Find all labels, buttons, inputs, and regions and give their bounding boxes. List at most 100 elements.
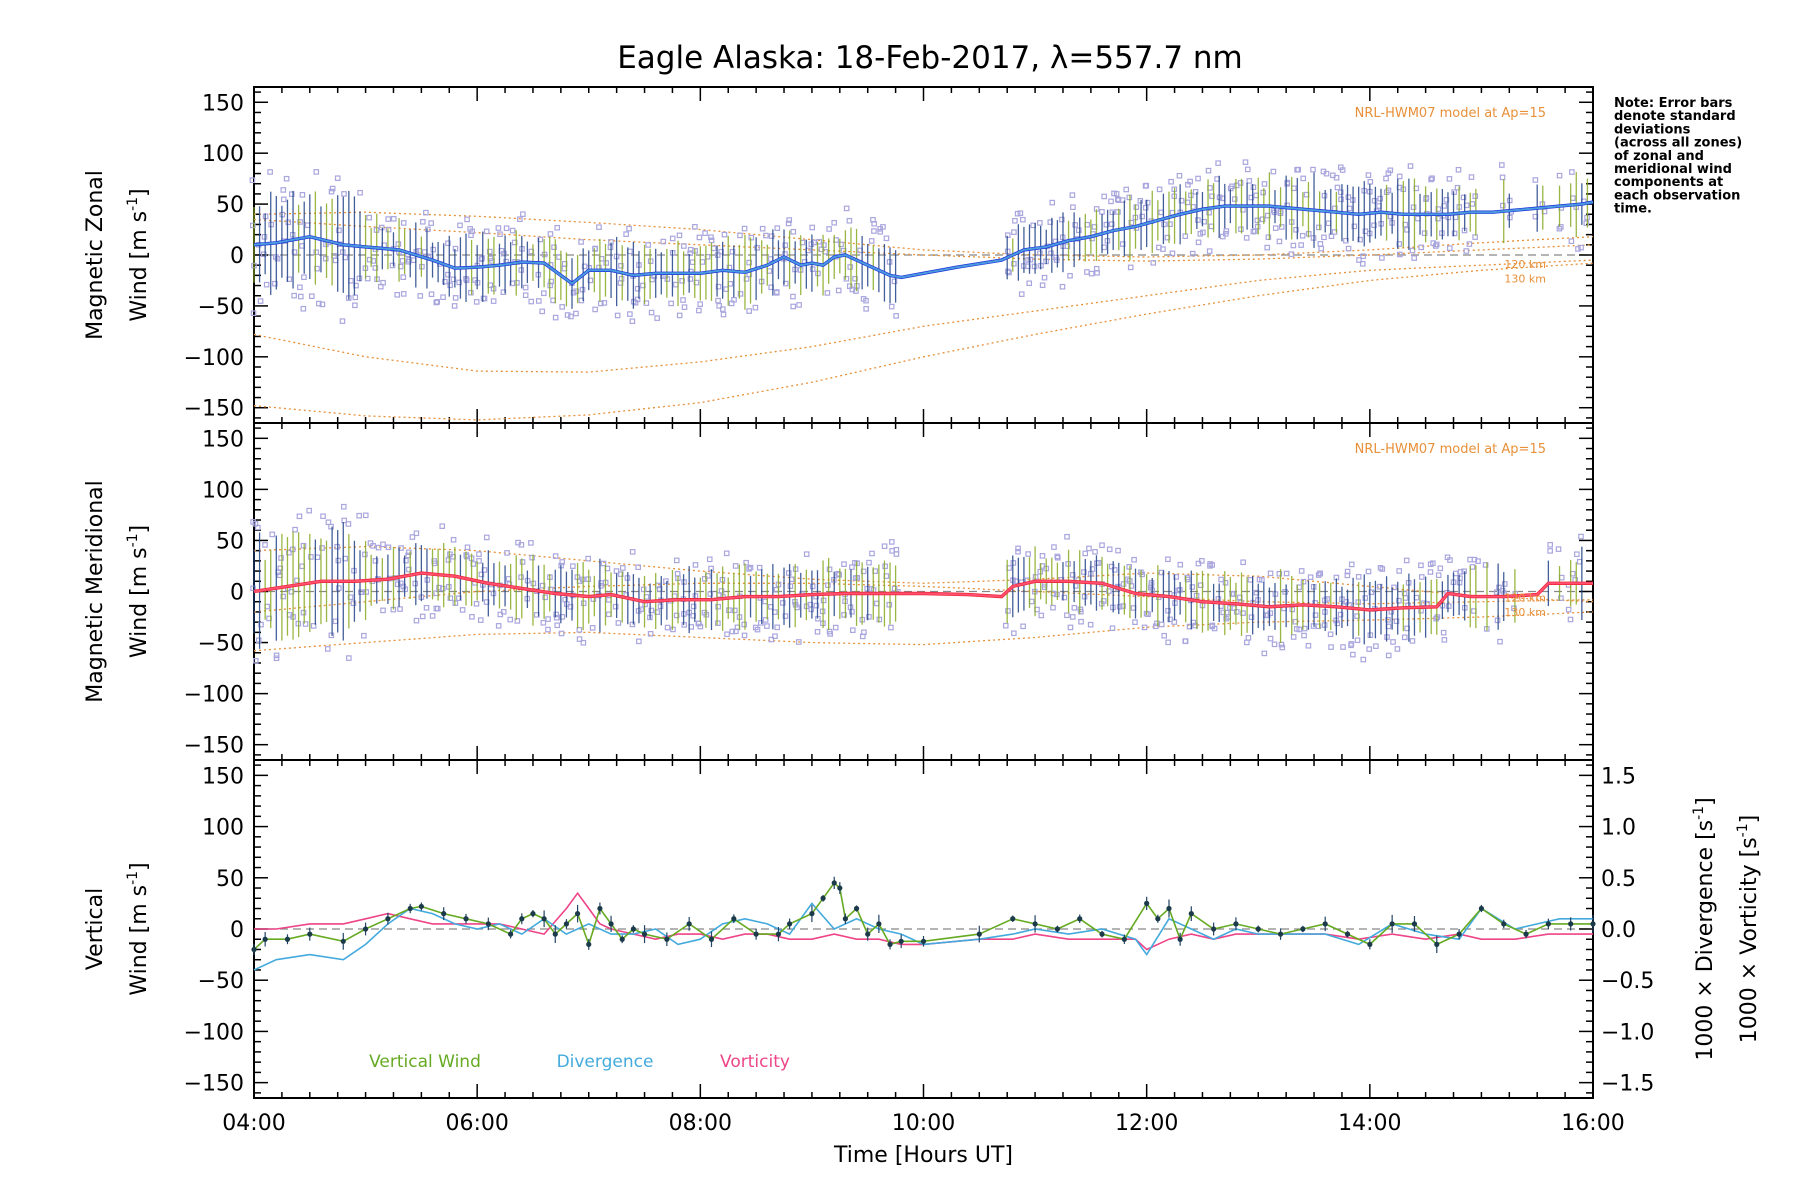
scatter-point [528,540,534,546]
scatter-point [1067,272,1073,279]
scatter-point [1569,169,1575,175]
vertical-wind-point [519,916,525,922]
scatter-point [1300,175,1307,182]
scatter-point [328,523,334,530]
scatter-point [1165,639,1171,646]
scatter-point [1059,283,1066,290]
scatter-point [846,217,853,224]
scatter-point [1015,548,1021,555]
scatter-point [715,603,721,610]
vertical-wind-point [552,931,558,937]
scatter-point [447,282,453,289]
scatter-point [1328,644,1334,650]
scatter-point [1037,220,1043,226]
y-tick-label: 150 [202,91,244,116]
scatter-point [1276,570,1283,577]
y-tick-label: 50 [216,867,244,892]
y-tick-label: 0 [230,581,244,606]
scatter-point [1383,175,1389,182]
scatter-point [1418,574,1425,580]
scatter-point [452,295,459,301]
scatter-point [1259,216,1266,223]
scatter-point [1064,533,1070,540]
scatter-point [283,175,290,182]
scatter-point [324,646,331,652]
scatter-point [1242,159,1249,165]
scatter-point [551,244,557,251]
scatter-point [612,603,619,610]
scatter-point [367,540,374,546]
scatter-point [737,291,744,297]
scatter-point [763,232,769,239]
scatter-point [860,568,867,575]
scatter-point [1323,170,1330,177]
scatter-point [1086,545,1092,552]
scatter-point [1178,197,1185,204]
note-line: each observation [1614,188,1740,203]
vertical-wind-point [340,938,346,944]
scatter-point [636,638,642,645]
scatter-point [339,318,346,324]
scatter-point [456,279,463,286]
scatter-point [1158,209,1164,216]
scatter-point [1334,184,1341,191]
note-line: meridional wind [1614,162,1732,177]
scatter-point [1215,160,1221,166]
scatter-point [1421,230,1428,236]
vertical-wind-point [1456,931,1462,937]
scatter-point [1176,172,1183,179]
scatter-point [1026,280,1033,287]
scatter-point [299,243,305,249]
scatter-point [267,169,273,175]
scatter-point [1441,637,1448,643]
scatter-point [676,312,683,319]
scatter-point [893,313,899,319]
scatter-point [1440,629,1447,636]
scatter-point [690,612,697,619]
scatter-point [567,603,574,610]
vertical-wind-point [976,931,982,937]
scatter-point [518,574,524,580]
y-axis-title: Vertical [83,888,108,970]
scatter-point [1418,562,1424,569]
scatter-point [790,303,797,310]
scatter-point [1145,611,1151,618]
scatter-point [718,248,724,255]
scatter-point [301,274,307,281]
scatter-point [821,242,827,248]
note-line: of zonal and [1614,149,1704,164]
scatter-point [1348,561,1355,568]
scatter-point [1345,245,1352,252]
scatter-point [1206,248,1213,254]
scatter-point [774,225,781,231]
vertical-wind-point [362,926,369,932]
scatter-point [881,543,888,549]
scatter-point [273,655,280,662]
scatter-point [1511,605,1517,612]
scatter-point [888,303,895,310]
scatter-point [1267,635,1274,642]
scatter-point [692,223,698,230]
scatter-point [1307,574,1314,580]
scatter-point [1243,235,1250,241]
scatter-point [478,256,485,263]
scatter-point [558,630,565,637]
scatter-point [849,608,855,615]
scatter-point [1250,184,1257,191]
scatter-point [1376,583,1383,590]
scatter-point [852,275,858,282]
scatter-point [816,238,822,245]
vertical-wind-point [1478,905,1485,912]
scatter-point [1038,612,1045,619]
scatter-point [366,256,373,263]
scatter-point [553,614,560,621]
scatter-point [634,296,641,303]
scatter-point [664,624,671,631]
scatter-point [300,609,307,616]
vertical-wind-point [865,931,871,937]
meridional-wind-line-highlight [253,572,1593,611]
y2-tick-label: −1.0 [1601,1020,1654,1045]
scatter-point [1059,216,1065,223]
scatter-point [480,295,487,302]
model-curve [253,218,1594,262]
